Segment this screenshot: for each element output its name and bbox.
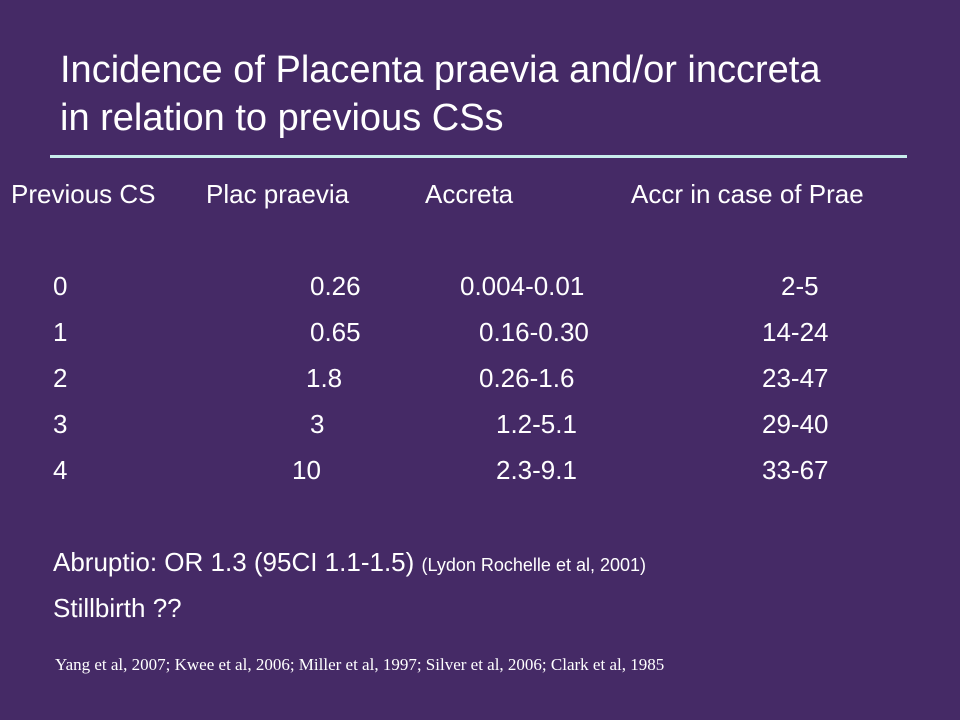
table-cell-accreta: 0.004-0.01 <box>460 271 585 301</box>
abruptio-text: Abruptio: OR 1.3 (95CI 1.1-1.5) <box>53 547 415 577</box>
table-cell-accreta: 2.3-9.1 <box>496 455 577 485</box>
table-cell-plac-praevia: 0.26 <box>310 271 361 301</box>
references: Yang et al, 2007; Kwee et al, 2006; Mill… <box>55 655 665 674</box>
header-accreta: Accreta <box>425 179 514 209</box>
table-cell-prev-cs: 2 <box>53 363 68 393</box>
table-cell-prev-cs: 3 <box>53 409 68 439</box>
table-cell-plac-praevia: 1.8 <box>306 363 343 393</box>
abruptio-note: Abruptio: OR 1.3 (95CI 1.1-1.5) (Lydon R… <box>53 546 646 581</box>
header-plac-praevia: Plac praevia <box>206 179 350 209</box>
slide-title: Incidence of Placenta praevia and/or inc… <box>60 46 940 142</box>
table-cell-accr-in-prae: 29-40 <box>762 409 829 439</box>
slide-title-line-1: Incidence of Placenta praevia and/or inc… <box>60 49 821 91</box>
slide-title-line-2: in relation to previous CSs <box>60 97 504 139</box>
table-cell-accreta: 0.26-1.6 <box>479 363 575 393</box>
table-cell-prev-cs: 0 <box>53 271 68 301</box>
table-cell-accr-in-prae: 2-5 <box>781 271 819 301</box>
header-previous-cs: Previous CS <box>11 179 156 209</box>
table-cell-plac-praevia: 0.65 <box>310 317 361 347</box>
title-divider <box>50 155 907 158</box>
table-cell-accreta: 1.2-5.1 <box>496 409 577 439</box>
table-cell-accr-in-prae: 23-47 <box>762 363 829 393</box>
table-cell-prev-cs: 1 <box>53 317 68 347</box>
table-cell-accr-in-prae: 14-24 <box>762 317 829 347</box>
stillbirth-note: Stillbirth ?? <box>53 593 182 623</box>
header-accr-in-case-of-prae: Accr in case of Prae <box>631 179 864 209</box>
table-cell-accr-in-prae: 33-67 <box>762 455 829 485</box>
table-cell-accreta: 0.16-0.30 <box>479 317 589 347</box>
table-cell-prev-cs: 4 <box>53 455 68 485</box>
table-cell-plac-praevia: 10 <box>292 455 321 485</box>
abruptio-citation: (Lydon Rochelle et al, 2001) <box>421 555 647 575</box>
table-cell-plac-praevia: 3 <box>310 409 325 439</box>
